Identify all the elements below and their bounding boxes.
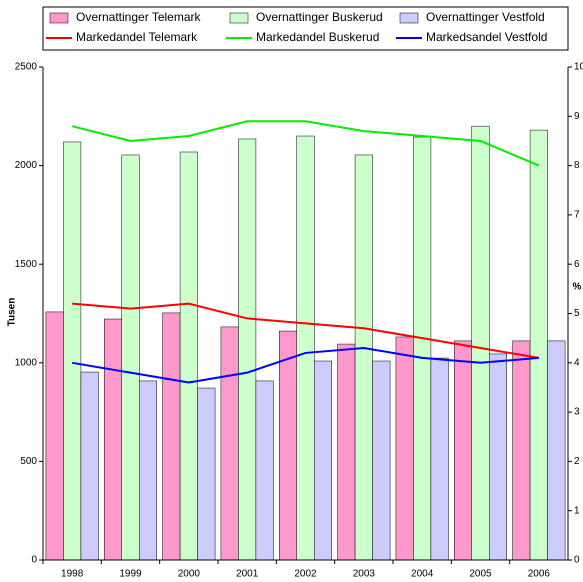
bar (255, 380, 274, 561)
bar (80, 371, 99, 561)
x-tick-label: 2003 (353, 569, 376, 580)
line (71, 347, 539, 384)
y2-tick-label: 8 (574, 160, 580, 171)
y2-tick-label: 0 (574, 555, 580, 566)
legend-label: Overnattinger Telemark (76, 10, 202, 24)
y2-tick-label: 4 (574, 357, 580, 368)
x-tick-label: 1998 (61, 569, 84, 580)
y-tick-label: 1000 (15, 357, 38, 368)
legend-label: Markedsandel Vestfold (426, 30, 547, 44)
y-tick-label: 500 (20, 456, 37, 467)
line (71, 120, 540, 167)
legend-label: Markedandel Telemark (76, 30, 198, 44)
bar (220, 326, 239, 561)
legend-swatch (229, 12, 249, 24)
bar (314, 360, 332, 561)
bar (512, 340, 531, 561)
bar (529, 129, 548, 561)
legend-swatch (399, 12, 419, 24)
y-axis-label: Tusen (7, 298, 18, 327)
bar (395, 336, 414, 561)
y-tick-label: 1500 (15, 259, 38, 270)
y-tick-label: 2500 (15, 62, 38, 73)
y2-axis-label: % (573, 282, 582, 293)
y-tick-label: 2000 (15, 160, 38, 171)
x-tick-label: 2004 (411, 569, 434, 580)
y2-tick-label: 7 (574, 210, 580, 221)
bar (238, 138, 257, 561)
bar (489, 353, 507, 561)
bar (162, 312, 181, 561)
line (72, 302, 539, 359)
bar (104, 318, 122, 561)
legend-label: Overnattinger Buskerud (256, 10, 383, 24)
bar (139, 380, 157, 561)
bar (296, 135, 315, 561)
bar (337, 343, 356, 561)
x-tick-label: 2005 (469, 569, 492, 580)
bar (63, 141, 82, 561)
y2-tick-label: 9 (574, 111, 580, 122)
bar (430, 357, 449, 561)
y2-tick-label: 3 (574, 407, 580, 418)
bar (547, 340, 566, 561)
legend-swatch (49, 12, 69, 24)
x-tick-label: 2006 (528, 569, 551, 580)
bar (179, 151, 198, 561)
bar (354, 154, 373, 561)
legend-label: Overnattinger Vestfold (426, 10, 545, 24)
bar (279, 330, 297, 561)
bar (471, 125, 490, 561)
legend-label: Markedandel Buskerud (256, 30, 379, 44)
y2-tick-label: 6 (574, 259, 580, 270)
y2-tick-label: 2 (574, 456, 580, 467)
bar (45, 311, 64, 561)
bar (121, 154, 140, 561)
bar (454, 340, 472, 561)
y-tick-label: 0 (31, 555, 37, 566)
x-tick-label: 2000 (178, 569, 201, 580)
x-tick-label: 2001 (236, 569, 259, 580)
x-tick-label: 2002 (294, 569, 317, 580)
bar (413, 136, 432, 561)
y2-tick-label: 1 (574, 505, 580, 516)
bar (197, 387, 216, 561)
bar (372, 360, 391, 561)
y2-tick-label: 5 (574, 308, 580, 319)
y2-tick-label: 10 (574, 62, 583, 73)
legend-box (42, 6, 569, 51)
x-tick-label: 1999 (119, 569, 142, 580)
